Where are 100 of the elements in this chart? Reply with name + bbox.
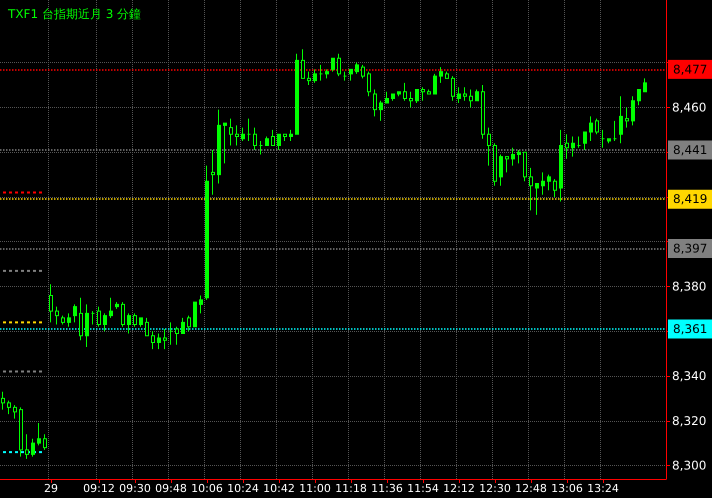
candlestick [325,68,329,79]
candlestick [163,328,167,350]
candlestick [355,62,359,74]
candlestick [73,304,77,323]
candlestick [85,304,89,348]
x-tick-label: 09:12 [83,482,115,495]
candlestick [301,48,305,79]
candlestick [583,132,587,150]
candlestick [385,91,389,104]
candlestick [625,106,629,128]
candlestick [193,302,197,328]
candlestick [415,89,419,104]
candlestick [475,89,479,102]
candlestick [409,91,413,108]
candlestick [535,183,539,216]
candlestick [553,178,557,198]
candlestick [601,129,605,148]
candlestick [133,312,137,328]
x-tick-label: 13:24 [587,482,619,495]
candlestick [379,100,383,122]
candlestick [619,96,623,144]
candlestick [529,167,533,211]
candlestick [283,134,287,142]
candlestick [439,66,443,84]
candlestick [13,404,17,420]
candlestick [151,330,155,350]
candlestick [139,317,143,328]
candlestick [157,333,161,350]
candlestick [337,53,341,77]
candlestick [397,91,401,97]
candlestick [421,86,425,102]
candlestick [451,76,455,102]
candlestick [247,118,251,142]
candlestick [103,312,107,332]
candlestick [217,109,221,184]
candlestick [427,89,431,95]
candlestick [595,118,599,135]
candlestick [49,284,53,323]
candlestick [589,116,593,142]
candlestick [349,68,353,82]
y-tick-label: 8,460 [672,100,706,114]
x-tick-label: 12:48 [515,482,547,495]
x-tick-label: 11:00 [299,482,331,495]
candlestick [235,124,239,146]
candlestick [295,53,299,135]
x-tick-label: 12:30 [479,482,511,495]
x-tick-label: 11:18 [335,482,367,495]
y-tick-label: 8,380 [672,280,706,294]
candlestick [67,312,71,328]
x-tick-label: 11:54 [407,482,439,495]
candlestick [223,122,227,164]
candlestick [187,315,191,332]
candlestick [121,302,125,328]
candlestick [97,306,101,328]
candlestick [115,302,119,310]
candlestick [505,156,509,173]
x-tick-label: 10:06 [191,482,223,495]
candlestick [31,438,35,458]
x-tick-label: 12:12 [443,482,475,495]
text: TXF1 台指期近月 3 分鐘 [7,7,142,21]
candlestick [493,142,497,186]
candlestick [643,78,647,92]
candlestick [253,127,257,150]
x-tick-label: 29 [44,482,58,495]
candlestick [463,86,467,102]
candlestick [19,406,23,458]
candlestick [313,68,317,84]
x-tick-label: 10:24 [227,482,259,495]
candlestick [61,315,65,326]
candlestick [229,118,233,146]
candlestick [211,149,215,196]
candlestick [79,297,83,341]
candlestick [109,297,113,318]
candlestick [613,120,617,142]
ref-line-label: 8,419 [673,192,708,206]
candlestick [55,306,59,326]
candlestick [571,136,575,158]
candlestick [547,174,551,191]
candlestick [559,129,563,202]
y-tick-label: 8,340 [672,369,706,384]
candlestick [181,317,185,334]
candlestick [541,172,545,196]
candlestick [445,71,449,79]
candlestick [43,434,47,450]
candlestick [433,73,437,95]
candlestick [367,71,371,97]
candlestick [265,136,269,146]
x-tick-label: 10:42 [263,482,295,495]
candlestick [7,400,11,415]
candlestick [259,140,263,155]
candlestick [487,127,491,166]
candlestick [277,134,281,150]
candlestick [637,89,641,106]
candlestick [403,82,407,102]
candlestick [457,86,461,104]
ref-line-label: 8,361 [673,322,708,336]
candlestick [373,89,377,117]
candlestick [271,129,275,146]
candlestick [289,129,293,142]
candlestick [205,165,209,300]
